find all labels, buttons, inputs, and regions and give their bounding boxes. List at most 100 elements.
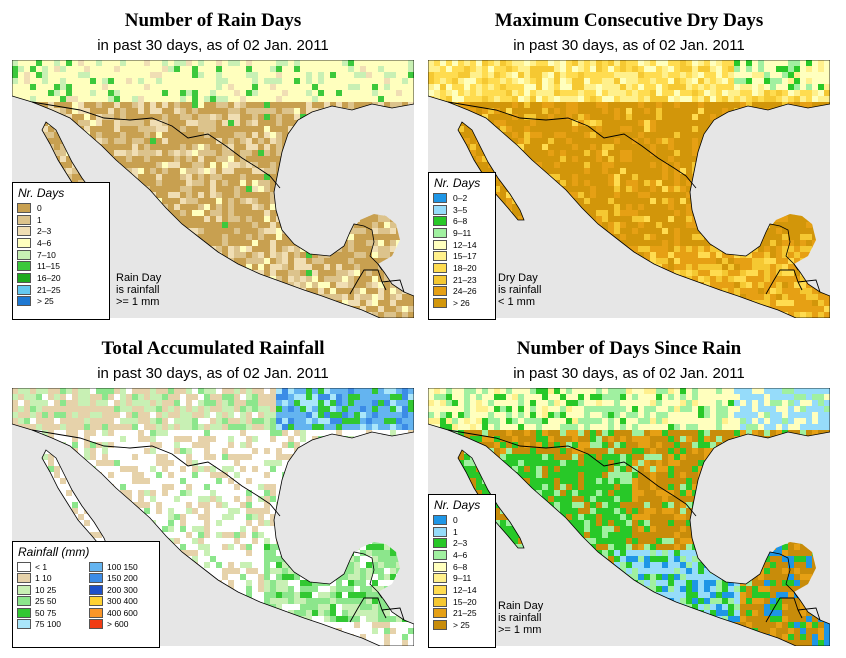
- legend-label: 50 75: [35, 607, 57, 618]
- country-border: [793, 263, 799, 271]
- legend-label: 21–23: [453, 274, 477, 285]
- coastline: [12, 388, 414, 646]
- legend-swatch: [433, 192, 447, 203]
- legend-label: > 600: [107, 619, 129, 630]
- days-since-rain-legend: Nr. Days 0 1 2–3 4–6 6–8 9–11 12–14 15–20 21–25 >…: [428, 494, 496, 648]
- legend-label: 11–15: [37, 261, 61, 272]
- panel-title: Number of Rain Days: [124, 10, 302, 31]
- legend-label: > 26: [453, 298, 470, 309]
- legend-label: 6–8: [453, 561, 468, 572]
- rain-day-note: Rain Day is rainfall >= 1 mm: [116, 272, 162, 308]
- legend-swatch: [433, 584, 447, 595]
- legend-entry: 25 50: [17, 596, 85, 608]
- legend-entry: 18–20: [433, 262, 495, 274]
- panel-title: Number of Days Since Rain: [516, 338, 742, 359]
- legend-entry: 15–20: [433, 596, 495, 608]
- legend-entry: 6–8: [433, 215, 495, 227]
- legend-label: 1: [453, 526, 458, 537]
- legend-swatch: [17, 607, 31, 618]
- legend-swatch: [433, 526, 447, 537]
- legend-label: 150 200: [107, 573, 138, 584]
- legend-swatch: [17, 202, 31, 213]
- legend-label: 12–14: [453, 239, 477, 250]
- legend-title: Nr. Days: [18, 186, 65, 200]
- legend-entry: 1 10: [17, 573, 85, 585]
- legend-swatch: [17, 249, 31, 260]
- legend-swatch: [17, 584, 31, 595]
- legend-entry: 15–17: [433, 250, 495, 262]
- legend-swatch: [433, 262, 447, 273]
- legend-entry: 16–20: [17, 272, 109, 284]
- country-border: [31, 429, 281, 517]
- country-border: [793, 591, 799, 599]
- country-border: [797, 607, 821, 621]
- legend-entry: 3–5: [433, 204, 495, 216]
- legend-entry: 9–11: [433, 572, 495, 584]
- legend-entry: 1: [433, 526, 495, 538]
- legend-entry: > 25: [433, 619, 495, 631]
- coastline: [457, 449, 525, 549]
- legend-label: 100 150: [107, 561, 138, 572]
- legend-swatch: [17, 261, 31, 272]
- legend-label: 15–17: [453, 251, 477, 262]
- legend-entry: 4–6: [433, 549, 495, 561]
- legend-label: 6–8: [453, 216, 468, 227]
- legend-swatch: [433, 216, 447, 227]
- legend-entry: 2–3: [433, 537, 495, 549]
- legend-swatch: [17, 596, 31, 607]
- legend-swatch: [17, 237, 31, 248]
- legend-label: 9–11: [453, 227, 472, 238]
- legend-swatch: [433, 514, 447, 525]
- legend-title: Nr. Days: [434, 498, 481, 512]
- legend-swatch: [17, 619, 31, 630]
- legend-label: < 1: [35, 561, 48, 572]
- legend-label: 7–10: [37, 249, 56, 260]
- legend-swatch: [433, 538, 447, 549]
- legend-label: 3–5: [453, 204, 468, 215]
- panel-subtitle: in past 30 days, as of 02 Jan. 2011: [97, 365, 329, 382]
- legend-label: 0: [453, 514, 458, 525]
- legend-rows: 0 1 2–3 4–6 6–8 9–11 12–14 15–20 21–25 > 25: [429, 514, 495, 631]
- legend-entry: 24–26: [433, 286, 495, 298]
- legend-label: 21–25: [37, 284, 61, 295]
- country-border: [381, 279, 405, 293]
- panel-subtitle: in past 30 days, as of 02 Jan. 2011: [513, 37, 745, 54]
- legend-swatch: [433, 561, 447, 572]
- legend-label: 10 25: [35, 584, 57, 595]
- legend-entry: 2–3: [17, 225, 109, 237]
- legend-label: 16–20: [37, 272, 61, 283]
- legend-label: 1 10: [35, 573, 52, 584]
- legend-entry: 21–23: [433, 274, 495, 286]
- panel-subtitle: in past 30 days, as of 02 Jan. 2011: [97, 37, 329, 54]
- legend-entry: 150 200: [89, 573, 157, 585]
- rain-day-note: Rain Day is rainfall >= 1 mm: [498, 600, 544, 636]
- legend-label: 0–2: [453, 192, 468, 203]
- legend-title: Nr. Days: [434, 176, 481, 190]
- rainfall-panel: Total Accumulated Rainfall in past 30 da…: [8, 336, 418, 654]
- legend-swatch: [433, 251, 447, 262]
- legend-swatch: [89, 584, 103, 595]
- coastline: [457, 121, 525, 221]
- legend-swatch: [433, 596, 447, 607]
- legend-entry: > 25: [17, 296, 109, 308]
- country-border: [797, 279, 821, 293]
- legend-swatch: [17, 272, 31, 283]
- coastline: [428, 388, 830, 646]
- legend-entry: 11–15: [17, 260, 109, 272]
- rain-days-panel: Number of Rain Days in past 30 days, as …: [8, 8, 418, 326]
- legend-column-right: 100 150 150 200 200 300 300 400 400 600 > 600: [85, 561, 157, 630]
- legend-label: 9–11: [453, 573, 472, 584]
- panel-subtitle: in past 30 days, as of 02 Jan. 2011: [513, 365, 745, 382]
- legend-label: 21–25: [453, 608, 477, 619]
- legend-label: 4–6: [453, 549, 468, 560]
- legend-swatch: [433, 620, 447, 631]
- legend-swatch: [433, 204, 447, 215]
- legend-label: 24–26: [453, 286, 477, 297]
- legend-entry: 12–14: [433, 584, 495, 596]
- days-since-rain-panel: Number of Days Since Rain in past 30 day…: [424, 336, 834, 654]
- legend-entry: 100 150: [89, 561, 157, 573]
- legend-swatch: [433, 298, 447, 309]
- legend-label: 0: [37, 202, 42, 213]
